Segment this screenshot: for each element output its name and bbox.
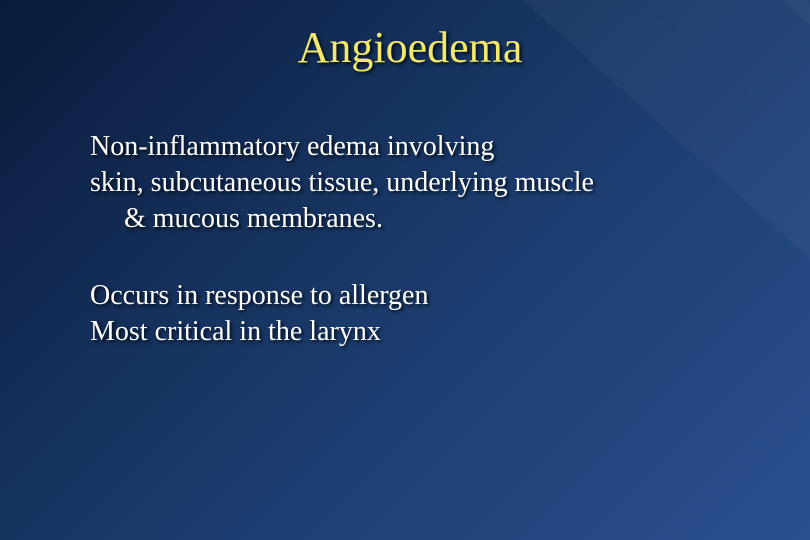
occurrence-line-2: Most critical in the larynx [90, 314, 730, 350]
definition-block: Non-inflammatory edema involving skin, s… [90, 129, 730, 236]
occurrence-line-1: Occurs in response to allergen [90, 278, 730, 314]
slide: Angioedema Non-inflammatory edema involv… [0, 0, 810, 540]
slide-title: Angioedema [90, 22, 730, 73]
definition-line-2: skin, subcutaneous tissue, underlying mu… [90, 165, 730, 201]
occurrence-block: Occurs in response to allergen Most crit… [90, 278, 730, 350]
definition-line-3: & mucous membranes. [90, 201, 730, 237]
definition-line-1: Non-inflammatory edema involving [90, 129, 730, 165]
